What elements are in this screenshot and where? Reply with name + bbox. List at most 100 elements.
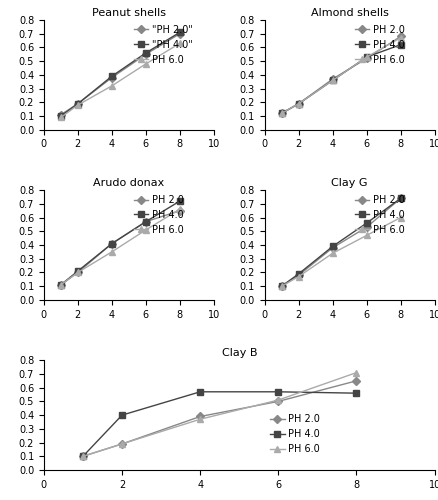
"PH 2.0"	[177, 30, 182, 36]
"PH 2.0"	[143, 52, 148, 58]
"PH 4.0"	[143, 50, 148, 56]
PH 4.0	[177, 198, 182, 204]
PH 4.0	[279, 283, 284, 289]
Line: PH 2.0: PH 2.0	[58, 208, 182, 288]
PH 6.0	[197, 416, 202, 422]
PH 2.0	[109, 240, 114, 246]
"PH 2.0"	[75, 100, 80, 106]
PH 6.0	[75, 102, 80, 108]
PH 4.0	[397, 196, 403, 202]
PH 2.0	[197, 414, 202, 420]
Legend: PH 2.0, PH 4.0, PH 6.0: PH 2.0, PH 4.0, PH 6.0	[269, 414, 320, 454]
Line: PH 2.0: PH 2.0	[278, 196, 403, 289]
Legend: PH 2.0, PH 4.0, PH 6.0: PH 2.0, PH 4.0, PH 6.0	[354, 25, 404, 64]
PH 6.0	[275, 397, 280, 403]
PH 4.0	[58, 282, 64, 288]
Title: Clay B: Clay B	[221, 348, 256, 358]
Legend: PH 2.0, PH 4.0, PH 6.0: PH 2.0, PH 4.0, PH 6.0	[354, 195, 404, 234]
PH 6.0	[279, 283, 284, 289]
PH 6.0	[295, 100, 300, 106]
PH 6.0	[75, 270, 80, 276]
PH 6.0	[329, 78, 335, 84]
PH 4.0	[279, 110, 284, 116]
PH 2.0	[363, 224, 368, 230]
PH 6.0	[58, 114, 64, 120]
PH 4.0	[397, 42, 403, 48]
Title: Almond shells: Almond shells	[310, 8, 388, 18]
Title: Arudo donax: Arudo donax	[93, 178, 164, 188]
PH 4.0	[275, 389, 280, 395]
PH 6.0	[109, 83, 114, 89]
Title: Peanut shells: Peanut shells	[92, 8, 166, 18]
PH 2.0	[397, 34, 403, 40]
PH 4.0	[329, 78, 335, 84]
Line: PH 4.0: PH 4.0	[80, 389, 358, 459]
PH 4.0	[295, 271, 300, 277]
"PH 2.0"	[58, 112, 64, 117]
PH 2.0	[295, 272, 300, 278]
PH 4.0	[109, 240, 114, 246]
"PH 2.0"	[109, 74, 114, 80]
Line: PH 6.0: PH 6.0	[278, 215, 403, 289]
PH 6.0	[363, 232, 368, 238]
PH 6.0	[397, 214, 403, 220]
PH 2.0	[80, 454, 85, 460]
PH 2.0	[397, 196, 403, 202]
PH 2.0	[295, 100, 300, 106]
PH 6.0	[177, 206, 182, 212]
Line: "PH 2.0": "PH 2.0"	[58, 31, 182, 118]
PH 2.0	[177, 208, 182, 214]
Legend: PH 2.0, PH 4.0, PH 6.0: PH 2.0, PH 4.0, PH 6.0	[134, 195, 184, 234]
PH 2.0	[329, 76, 335, 82]
Line: PH 6.0: PH 6.0	[58, 40, 182, 120]
PH 4.0	[119, 412, 124, 418]
PH 4.0	[197, 389, 202, 395]
PH 2.0	[353, 378, 358, 384]
Line: PH 4.0: PH 4.0	[278, 196, 403, 289]
PH 6.0	[397, 35, 403, 41]
Title: Clay G: Clay G	[331, 178, 367, 188]
"PH 4.0"	[109, 73, 114, 79]
PH 2.0	[279, 283, 284, 289]
PH 6.0	[177, 40, 182, 46]
PH 6.0	[363, 54, 368, 60]
PH 2.0	[275, 398, 280, 404]
PH 6.0	[119, 441, 124, 447]
PH 4.0	[363, 54, 368, 60]
PH 6.0	[353, 370, 358, 376]
PH 6.0	[143, 227, 148, 233]
PH 6.0	[279, 110, 284, 116]
PH 2.0	[363, 56, 368, 62]
PH 4.0	[363, 220, 368, 226]
PH 2.0	[119, 441, 124, 447]
PH 4.0	[143, 218, 148, 224]
PH 4.0	[80, 454, 85, 460]
"PH 4.0"	[58, 113, 64, 119]
PH 6.0	[143, 61, 148, 67]
PH 6.0	[109, 249, 114, 255]
Line: PH 2.0: PH 2.0	[80, 378, 358, 459]
PH 2.0	[279, 110, 284, 116]
PH 6.0	[80, 454, 85, 460]
Legend: "PH 2.0", "PH 4.0", PH 6.0: "PH 2.0", "PH 4.0", PH 6.0	[134, 25, 193, 64]
PH 4.0	[75, 268, 80, 274]
Line: "PH 4.0": "PH 4.0"	[58, 30, 182, 119]
PH 4.0	[329, 244, 335, 250]
PH 4.0	[295, 100, 300, 106]
PH 6.0	[58, 282, 64, 288]
"PH 4.0"	[177, 30, 182, 36]
PH 2.0	[143, 218, 148, 224]
PH 2.0	[75, 270, 80, 276]
PH 6.0	[329, 250, 335, 256]
Line: PH 2.0: PH 2.0	[278, 34, 403, 116]
PH 2.0	[329, 244, 335, 250]
PH 4.0	[353, 390, 358, 396]
"PH 4.0"	[75, 100, 80, 106]
Line: PH 6.0: PH 6.0	[58, 206, 182, 288]
Line: PH 6.0: PH 6.0	[80, 370, 358, 459]
Line: PH 4.0: PH 4.0	[58, 198, 182, 288]
Line: PH 4.0: PH 4.0	[278, 42, 403, 116]
PH 6.0	[295, 274, 300, 280]
Line: PH 6.0: PH 6.0	[278, 35, 403, 116]
PH 2.0	[58, 282, 64, 288]
